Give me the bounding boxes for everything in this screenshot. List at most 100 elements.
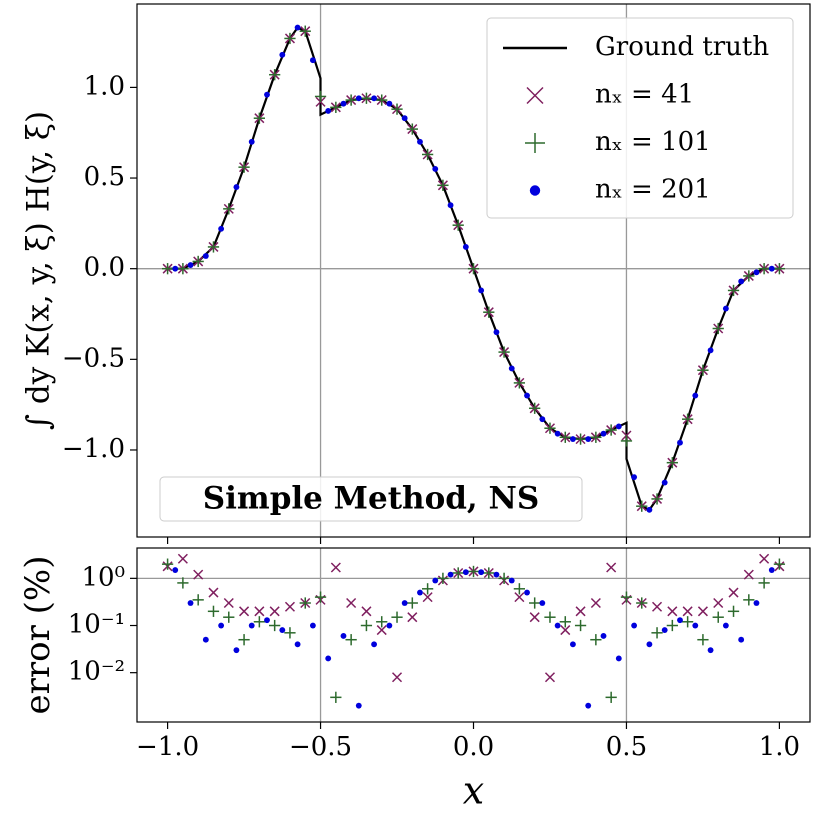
marker [253,112,265,124]
marker-dot [202,636,209,643]
marker [631,622,638,629]
marker [325,108,332,114]
marker [345,634,357,646]
marker-stroke [529,612,540,623]
marker [727,284,740,297]
marker-dot [355,702,362,709]
marker-stroke [514,592,525,603]
marker-dot [661,479,668,486]
marker [269,606,280,617]
marker [697,364,709,376]
marker-stroke [682,606,693,617]
marker [421,148,434,161]
marker [652,601,663,612]
marker-dot [340,100,347,107]
marker [560,625,571,636]
marker-stroke [284,601,295,612]
marker [376,94,388,106]
marker-dot [187,600,194,606]
marker [447,202,454,209]
marker-stroke [560,625,571,636]
marker [284,601,295,612]
marker [606,562,617,573]
y-tick-label: 10⁰ [81,562,125,592]
marker [177,263,189,275]
marker [417,589,423,596]
x-tick-label: −0.5 [289,732,352,762]
marker [569,436,576,443]
marker [544,422,556,434]
marker [345,94,357,106]
axes-frame [136,3,811,538]
marker-dot [294,641,301,648]
marker [192,255,204,268]
marker [677,617,683,624]
marker-dot [294,24,301,31]
marker-stroke [391,672,403,683]
marker-dot [325,108,332,114]
marker [559,431,571,443]
marker [554,430,561,437]
marker [661,627,668,634]
y-tick-label: 0.5 [84,162,125,192]
marker [207,605,220,617]
marker-dot [478,569,485,576]
marker [193,569,204,580]
marker [559,616,571,628]
marker [376,625,387,636]
marker-dot [692,622,699,629]
marker-stroke [590,597,601,609]
marker [554,622,561,629]
legend-box [486,17,794,219]
marker [248,622,255,629]
marker [360,92,373,104]
y-axis-label: error (%) [18,556,58,715]
marker [361,606,372,617]
marker [697,634,709,646]
marker-dot [401,115,408,122]
legend-marker [529,185,541,196]
marker-dot [615,655,622,662]
marker-stroke [239,606,250,617]
marker [574,433,587,445]
marker-dot [753,600,760,606]
marker [340,100,347,107]
marker [646,506,653,513]
marker-dot [508,365,515,372]
marker-stroke [361,606,372,617]
marker [605,424,617,436]
legend-label: nₓ = 41 [595,80,694,110]
marker [279,51,286,58]
marker-stroke [330,562,341,573]
marker [677,439,683,446]
marker-dot [646,506,653,513]
marker [722,622,729,629]
marker-dot [371,95,378,102]
legend-label: Ground truth [595,32,769,62]
marker-dot [309,57,316,64]
marker [759,553,770,564]
marker [299,597,311,609]
marker [768,265,775,272]
marker-dot [325,655,332,662]
marker [401,600,408,606]
marker [264,91,270,98]
marker-stroke [269,606,280,617]
marker [223,203,235,215]
marker [513,377,526,389]
y-tick-label: 0.0 [84,253,125,283]
marker [478,569,485,576]
marker [646,641,653,648]
marker [218,225,225,232]
marker [447,571,454,578]
marker-dot [554,622,561,629]
marker [529,402,541,414]
marker-stroke [759,553,770,564]
marker [406,123,418,135]
marker [483,567,495,579]
marker-dot [478,287,485,294]
axes-frame [136,547,811,723]
marker [539,416,546,423]
marker [437,572,449,584]
marker [743,270,755,282]
